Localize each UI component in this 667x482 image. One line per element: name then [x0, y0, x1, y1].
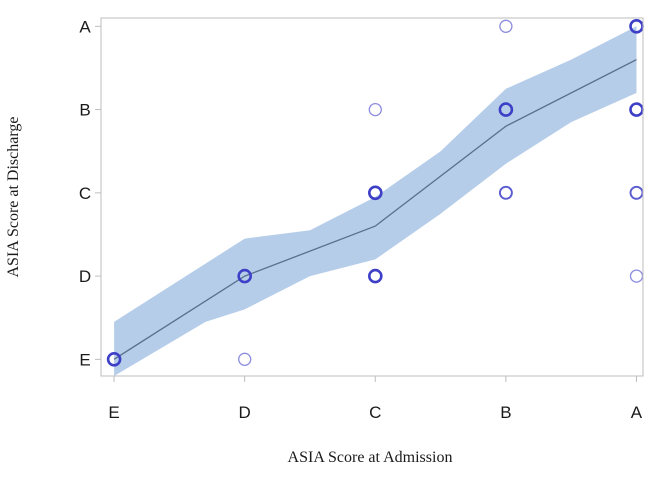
fit-line-layer	[113, 59, 637, 360]
y-tick-label-C: C	[79, 184, 91, 203]
confidence-band	[114, 26, 637, 376]
data-point-C-D	[367, 268, 383, 284]
data-point-E-E	[106, 351, 122, 367]
data-point-B-A	[499, 19, 513, 33]
y-tick-label-D: D	[79, 267, 91, 286]
fit-line	[113, 59, 637, 360]
x-axis-title: ASIA Score at Admission	[288, 449, 453, 466]
x-tick-label-A: A	[631, 403, 643, 422]
data-point-D-E	[238, 352, 252, 366]
confidence-band-layer	[114, 26, 637, 376]
y-axis-ticks: A B C D E	[79, 17, 101, 369]
x-tick-label-D: D	[239, 403, 251, 422]
data-point-D-D	[237, 268, 252, 284]
plot-frame	[100, 17, 644, 377]
data-point-C-B	[368, 102, 382, 117]
y-tick-label-A: A	[79, 17, 91, 36]
data-point-C-C	[367, 185, 383, 201]
x-tick-label-E: E	[108, 403, 119, 422]
y-tick-label-E: E	[79, 350, 90, 369]
y-axis-title: ASIA Score at Discharge	[5, 117, 22, 278]
x-tick-label-C: C	[369, 403, 381, 422]
data-point-B-C	[498, 185, 513, 200]
y-tick-label-B: B	[79, 101, 90, 120]
data-point-B-B	[498, 102, 514, 117]
x-tick-label-B: B	[500, 403, 511, 422]
